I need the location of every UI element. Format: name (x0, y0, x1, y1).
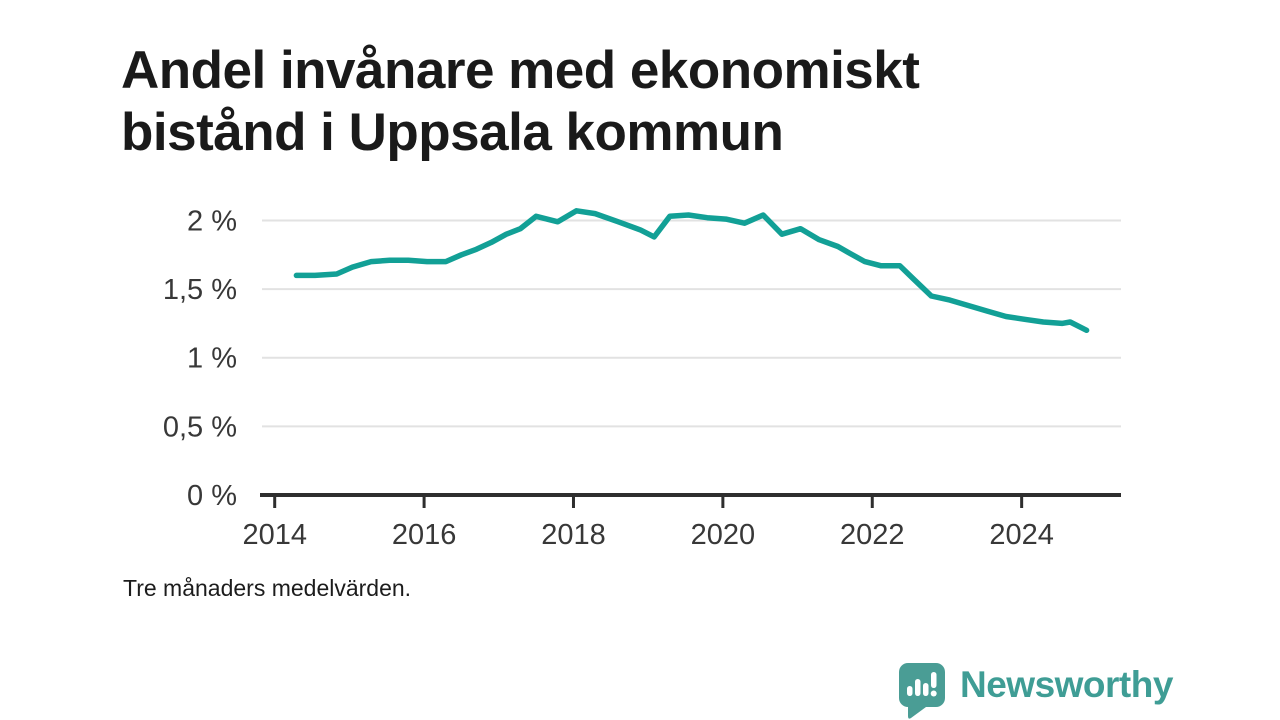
exclamation-dot (930, 690, 937, 697)
y-tick-label: 2 % (187, 205, 237, 237)
y-tick-label: 0,5 % (163, 411, 237, 443)
x-tick-label: 2014 (242, 519, 307, 551)
newsworthy-logo-text: Newsworthy (960, 664, 1173, 705)
exclamation-bar (931, 672, 937, 688)
newsworthy-logo-icon (899, 663, 945, 719)
bar-chart-glyph (907, 672, 937, 697)
speech-bubble-shape (899, 663, 945, 719)
chart-footnote: Tre månaders medelvärden. (123, 575, 412, 601)
line-chart-canvas: 0 % 0,5 % 1 % 1,5 % 2 % 2014 2016 2018 2020 2022 2… (163, 205, 1121, 551)
x-tick-label: 2020 (691, 519, 756, 551)
x-tick-label: 2018 (541, 519, 606, 551)
y-tick-label: 0 % (187, 480, 237, 512)
newsworthy-logo: Newsworthy (898, 662, 1173, 720)
x-tick-label: 2022 (840, 519, 905, 551)
y-tick-label: 1 % (187, 343, 237, 375)
chart-title: Andel invånare med ekonomiskt bistånd i … (121, 40, 920, 162)
y-tick-label: 1,5 % (163, 274, 237, 306)
data-line-series (293, 208, 1090, 334)
x-tick-label: 2024 (989, 519, 1054, 551)
x-tick-label: 2016 (392, 519, 457, 551)
